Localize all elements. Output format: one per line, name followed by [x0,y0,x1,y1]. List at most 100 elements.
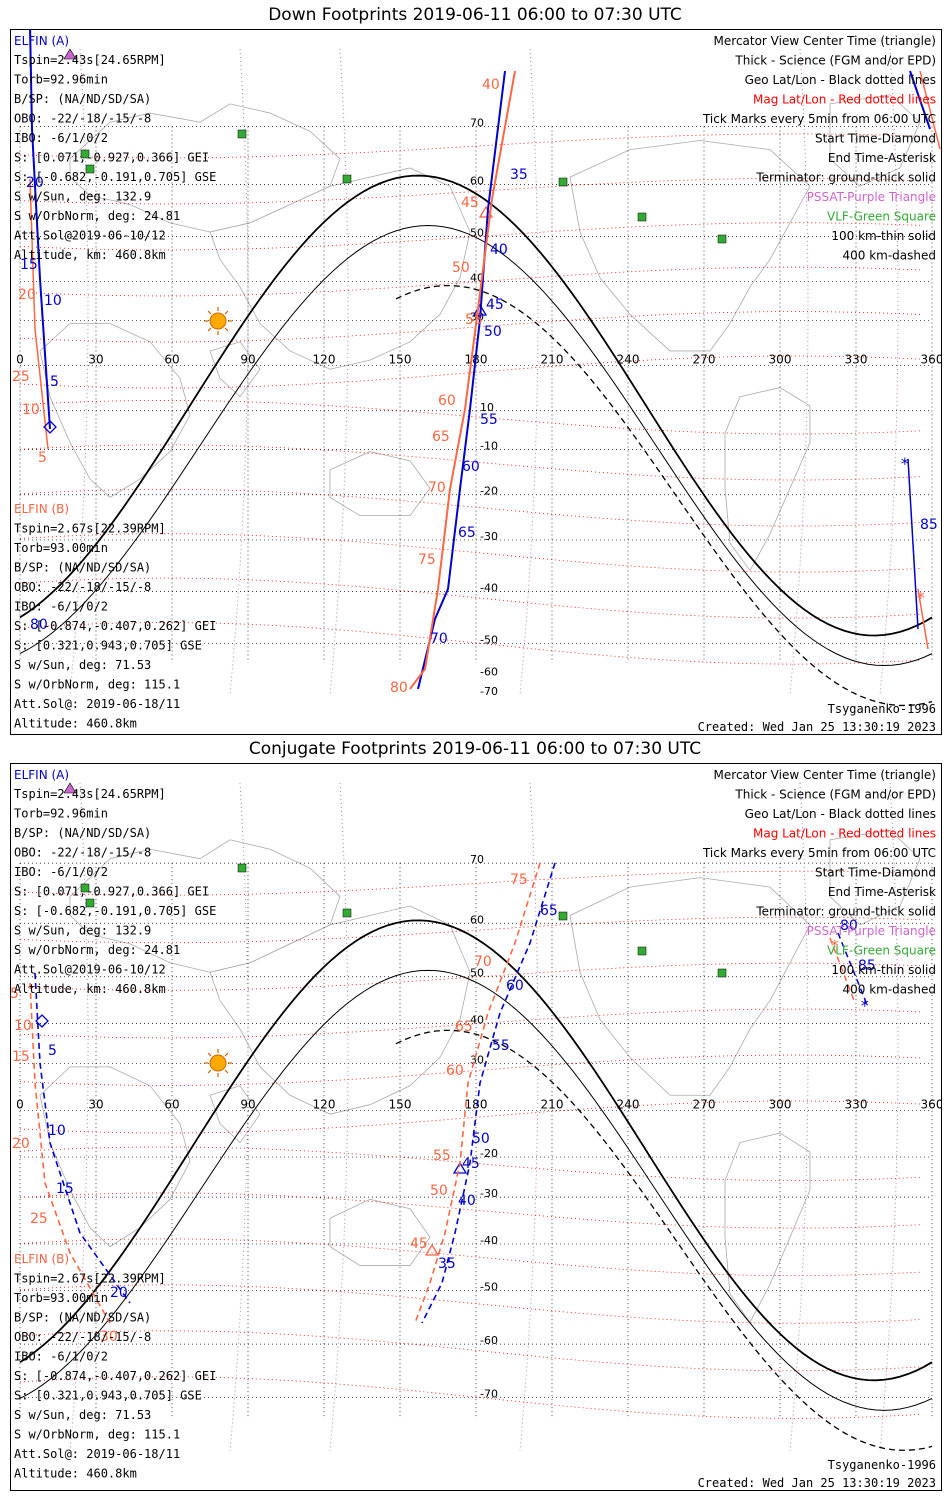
legend-item: Mercator View Center Time (triangle) [714,34,936,48]
lon-tick-label: 180 [465,1097,488,1111]
elfin-b-info-line: S: [-0.874,-0.407,0.262] GEI [14,619,216,633]
elfin-b-track [414,862,541,1324]
model-label: Tsyganenko-1996 [828,1458,936,1472]
elfin-a-track [421,862,556,1324]
elfin-b-info-line: OBO: -22/-18/-15/-8 [14,580,151,594]
legend-item: Thick - Science (FGM and/or EPD) [734,788,936,802]
legend-item: VLF-Green Square [827,210,936,224]
legend-item: Thick - Science (FGM and/or EPD) [734,54,936,68]
legend-item: Geo Lat/Lon - Black dotted lines [745,807,936,821]
elfin-b-info-line: S w/Sun, deg: 71.53 [14,1408,151,1422]
vlf-square-icon [342,908,352,918]
start-diamond-icon [35,1014,49,1028]
track-tick-label: 40 [490,242,508,258]
elfin-b-track-west [29,982,111,1324]
track-tick-label: 85 [858,958,876,974]
lon-tick-label: 300 [769,1097,792,1111]
elfin-b-info-line: S w/Sun, deg: 71.53 [14,658,151,672]
elfin-b-info-line: Att.Sol@: 2019-06-18/11 [14,1447,180,1461]
lon-tick-label: 150 [389,353,412,367]
lat-label: -60 [480,1334,498,1347]
lat-label: -40 [480,582,498,595]
elfin-a-header: ELFIN (A) [14,768,69,782]
legend-item: Terminator: ground-thick solid [755,905,936,919]
vlf-square-icon [237,863,247,873]
track-tick-label: 5 [50,374,59,390]
down-footprints-map: 0 30 60 90 120 150 180 210 240 270 300 330 360706050… [10,29,942,735]
elfin-b-info: ELFIN (B) Tspin=2.67s[22.39RPM] Torb=93.00… [14,1252,216,1481]
legend-item: PSSAT-Purple Triangle [807,924,936,938]
track-tick-label: 65 [540,903,558,919]
track-tick-label: 75 [418,552,436,568]
center-triangle-icon-b [424,1243,440,1256]
track-tick-label: 50 [430,1183,448,1199]
elfin-a-track [417,70,506,690]
track-tick-label: 45 [461,195,479,211]
legend-item: Mag Lat/Lon - Red dotted lines [753,93,936,107]
lat-label: -10 [480,440,498,453]
elfin-a-info-line: Att.Sol@2019-06-10/12 [14,229,166,243]
satellite-tracks: ** [29,29,941,690]
track-tick-label: 80 [390,680,408,696]
legend-item: Geo Lat/Lon - Black dotted lines [745,73,936,87]
elfin-a-info-line: S: [0.071,-0.927,0.366] GEI [14,885,209,899]
vlf-square-icon [717,968,727,978]
sun-icon [204,1049,232,1077]
legend-item: Tick Marks every 5min from 06:00 UTC [702,112,936,126]
track-tick-label: 50 [452,260,470,276]
elfin-b-info-line: S: [0.321,0.943,0.705] GSE [14,639,202,653]
track-tick-label: 60 [506,978,524,994]
continent-india [209,341,261,398]
elfin-b-info-line: IBO: -6/1/0/2 [14,1350,108,1364]
pssat-triangle-icon [63,782,77,794]
track-tick-label: 40 [482,77,500,93]
elfin-a-info-line: Att.Sol@2019-06-10/12 [14,963,166,977]
sun-ray [207,310,212,315]
elfin-a-info-line: S: [0.071,-0.927,0.366] GEI [14,151,209,165]
continent-africa [39,323,191,498]
continent-asia [209,167,471,370]
lat-label: 40 [470,272,484,285]
legend-item: 400 km-dashed [842,983,936,997]
track-tick-label: 60 [446,1063,464,1079]
lon-tick-label: 120 [313,353,336,367]
elfin-a-info-line: Torb=92.96min [14,807,108,821]
elfin-a-info-line: Torb=92.96min [14,73,108,87]
vlf-square-icon [80,883,90,893]
track-tick-label: 5 [10,986,19,1002]
center-triangle-icon [452,1161,468,1174]
track-tick-label: 60 [438,393,456,409]
terminator-100km [19,969,933,1411]
elfin-a-info-line: OBO: -22/-18/-15/-8 [14,846,151,860]
track-tick-label: 10 [44,293,62,309]
elfin-a-track-east [907,458,919,630]
track-tick-label: 85 [920,517,938,533]
terminator-ground [19,919,933,1382]
track-tick-label: 15 [20,257,38,273]
lon-tick-label: 60 [164,353,179,367]
legend: Mercator View Center Time (triangle) Thic… [702,34,936,263]
track-tick-label: 40 [458,1193,476,1209]
vlf-square-icon [558,911,568,921]
legend-item: PSSAT-Purple Triangle [807,190,936,204]
track-tick-label: 55 [465,312,483,328]
continent-outlines [39,94,921,572]
vlf-square-icon [237,129,247,139]
lon-tick-labels: 0 30 60 90 120 150 180 210 240 270 300 330 360 [16,353,942,367]
elfin-a-info-line: B/SP: (NA/ND/SD/SA) [14,826,151,840]
continent-greenland [829,829,921,926]
lon-tick-label: 360 [921,1097,942,1111]
elfin-b-info-line: B/SP: (NA/ND/SD/SA) [14,561,151,575]
track-tick-label: 45 [462,1156,480,1172]
continent-namerica [569,140,811,352]
elfin-a-track-ne [909,70,931,130]
sun-disc [209,1054,227,1072]
sun-ray [224,1069,229,1074]
lon-tick-labels: 0 30 60 90 120 150 180 210 240 270 300 330 360 [16,1097,942,1111]
lat-label: 50 [470,967,484,980]
created-timestamp: Created: Wed Jan 25 13:30:19 2023 [698,1476,936,1490]
track-tick-label: 70 [428,480,446,496]
continent-outlines [39,829,921,1324]
elfin-b-header: ELFIN (B) [14,502,69,516]
